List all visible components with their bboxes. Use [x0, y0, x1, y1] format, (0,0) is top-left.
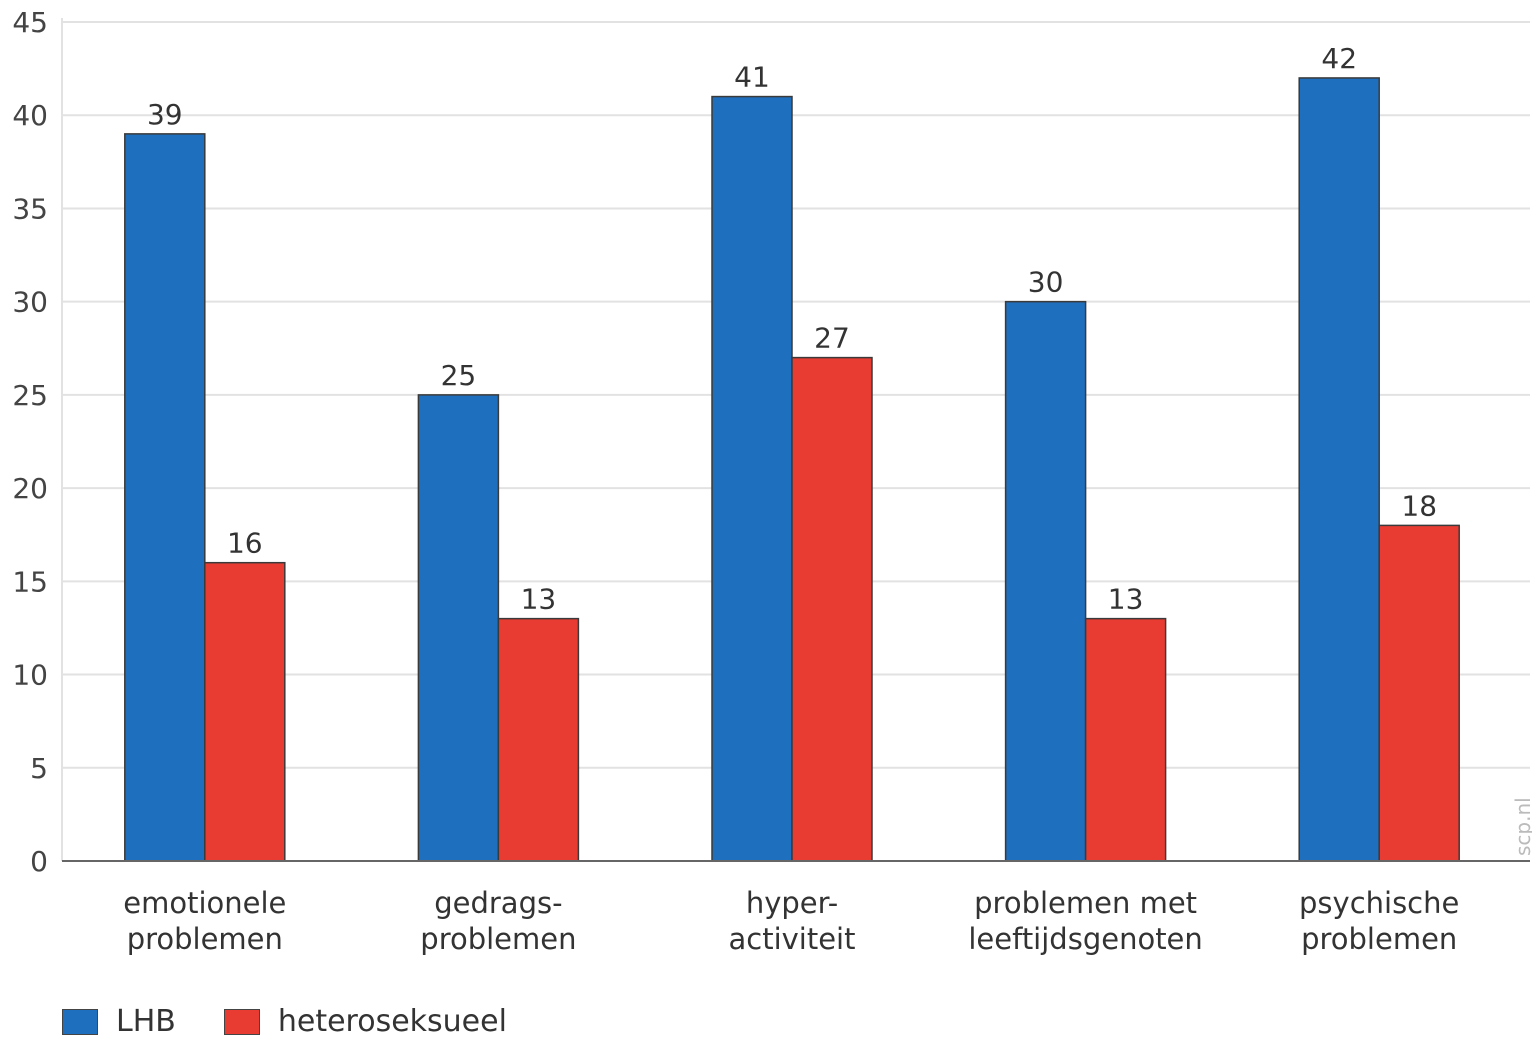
x-category-label: activiteit — [728, 922, 855, 956]
watermark: scp.nl — [1511, 797, 1532, 856]
legend-label-heteroseksueel: heteroseksueel — [277, 1004, 507, 1039]
legend-item-lhb: LHB — [62, 1004, 176, 1039]
y-tick-label: 15 — [12, 565, 48, 598]
legend-label-lhb: LHB — [116, 1004, 176, 1039]
value-label: 25 — [441, 359, 477, 392]
value-label: 13 — [1108, 583, 1144, 616]
legend: LHB heteroseksueel — [62, 1004, 555, 1039]
bar-heteroseksueel-4 — [1378, 524, 1460, 862]
x-category-label: emotionele — [123, 886, 286, 920]
bar-lhb-0 — [124, 133, 206, 862]
bar-lhb-4 — [1298, 77, 1380, 862]
legend-item-heteroseksueel: heteroseksueel — [223, 1004, 507, 1039]
y-tick-label: 25 — [12, 379, 48, 412]
value-label: 39 — [147, 98, 183, 131]
value-labels: 39 16 25 13 41 27 30 13 42 18 — [147, 42, 1437, 616]
y-tick-label: 5 — [30, 752, 48, 785]
x-category-label: problemen — [420, 922, 576, 956]
y-tick-label: 0 — [30, 845, 48, 878]
bar-lhb-3 — [1004, 300, 1087, 862]
bar-lhb-2 — [711, 95, 793, 862]
value-label: 16 — [227, 527, 263, 560]
y-tick-label: 20 — [12, 472, 48, 505]
bar-lhb-1 — [417, 394, 500, 862]
value-label: 42 — [1321, 42, 1357, 75]
y-tick-label: 45 — [12, 6, 48, 39]
legend-swatch-heteroseksueel — [223, 1008, 260, 1035]
value-label: 27 — [814, 322, 850, 355]
value-label: 18 — [1401, 489, 1437, 522]
bar-heteroseksueel-3 — [1084, 617, 1167, 862]
x-category-label: problemen — [127, 922, 283, 956]
bar-heteroseksueel-2 — [791, 356, 873, 862]
value-label: 41 — [734, 61, 770, 94]
y-tick-label: 35 — [12, 192, 48, 225]
x-category-label: problemen — [1301, 922, 1457, 956]
x-category-label: gedrags- — [434, 886, 562, 920]
bar-heteroseksueel-0 — [204, 561, 286, 862]
category-labels: emotioneleproblemengedrags-problemenhype… — [123, 886, 1459, 956]
y-tick-label: 40 — [12, 99, 48, 132]
y-tick-label: 30 — [12, 286, 48, 319]
x-category-label: leeftijdsgenoten — [968, 922, 1202, 956]
x-category-label: hyper- — [746, 886, 838, 920]
legend-swatch-lhb — [62, 1008, 98, 1035]
x-category-label: psychische — [1299, 886, 1459, 920]
x-category-label: problemen met — [974, 886, 1197, 920]
bar-heteroseksueel-1 — [497, 617, 580, 862]
value-label: 30 — [1028, 266, 1064, 299]
y-tick-label: 10 — [12, 659, 48, 692]
y-axis-ticks: 0 5 10 15 20 25 30 35 40 45 — [12, 6, 48, 878]
bars — [124, 77, 1460, 862]
value-label: 13 — [521, 583, 557, 616]
